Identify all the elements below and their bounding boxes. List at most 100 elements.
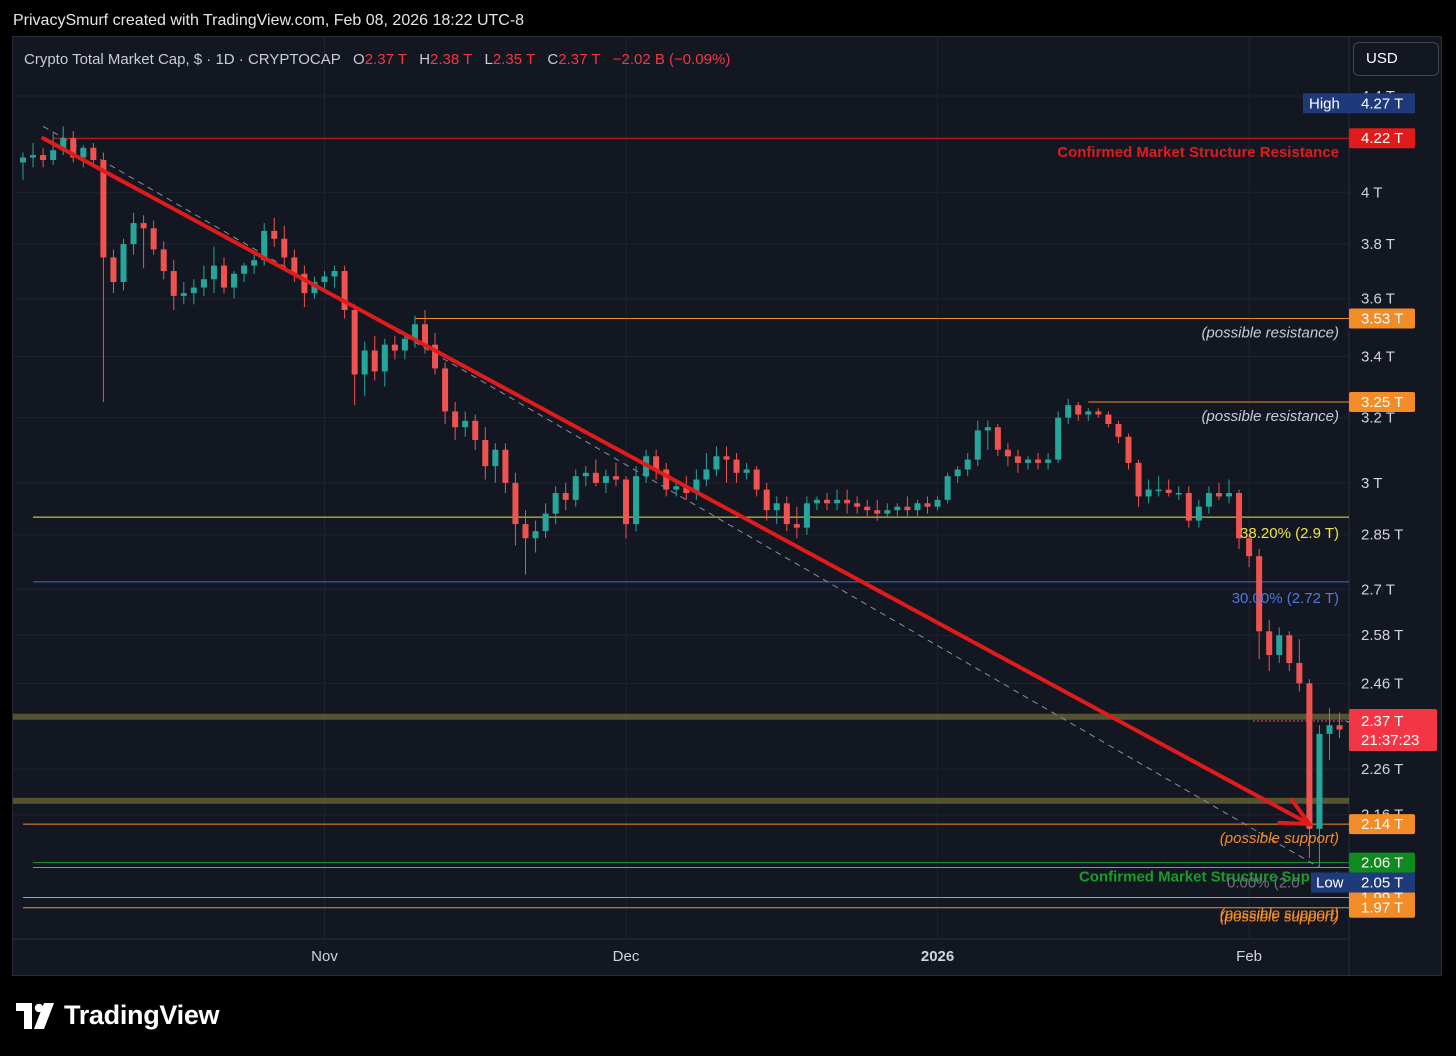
candle-body [50,150,57,160]
candle-body [874,510,881,514]
level-label-support-possible-2: (possible support) [1220,906,1339,923]
candle-body [1326,725,1333,734]
level-label-fib-38: 38.20% (2.9 T) [1240,525,1339,542]
candle-body [934,499,941,507]
chart-credit: PrivacySmurf created with TradingView.co… [13,12,525,29]
candle-body [633,476,640,525]
zone-band [13,713,1349,720]
candle-body [1105,414,1112,425]
time-tick-label: Nov [311,948,338,965]
candle-body [512,482,519,525]
candle-body [1165,489,1172,494]
candle-body [663,469,670,490]
level-label-resistance-possible-2: (possible resistance) [1201,408,1339,425]
candle-body [552,493,559,514]
trendline-arrowhead [1277,797,1314,827]
low-value: 2.05 T [1361,875,1403,892]
candle-body [542,513,549,532]
candle-body [904,506,911,511]
high-value: 2.38 T [430,51,473,68]
candle-body [170,271,177,296]
high-label-bg [1303,93,1349,114]
candle-body [452,411,459,428]
candle-body [1095,411,1102,415]
brand-name: TradingView [64,1000,220,1030]
time-tick-label: Dec [613,948,640,965]
candle-body [60,138,67,151]
price-tag-resistance-possible-1: 3.53 T [1361,311,1403,328]
level-label-support-possible-1: (possible support) [1220,830,1339,847]
candle-body [602,476,609,483]
candle-body [914,503,921,511]
price-tick-label: 3.4 T [1361,348,1395,365]
candle-body [743,469,750,473]
candle-body [231,273,238,288]
tradingview-brand[interactable]: TradingView [16,1000,220,1031]
candle-body [90,147,97,160]
candle-body [1175,493,1182,495]
candle-body [482,440,489,467]
candle-body [1135,462,1142,497]
candle-body [200,279,207,288]
high-label: H [419,51,431,68]
candle-body [1014,456,1021,463]
low-value: 2.35 T [492,51,535,68]
candle-body [623,479,629,525]
candle-body [291,257,298,274]
candle-body [1205,493,1212,507]
price-tick-label: 2.7 T [1361,581,1395,598]
candle-body [130,223,137,245]
candle-body [391,344,398,351]
level-label-support-confirmed: Confirmed Market Structure Support [1079,869,1339,886]
price-tag-support-possible-3-bg [1349,897,1415,918]
level-label-fib-30: 30.00% (2.72 T) [1232,590,1339,607]
level-label-resistance-confirmed: Confirmed Market Structure Resistance [1057,144,1339,161]
candle-body [1115,424,1122,437]
candle-body [210,265,217,280]
chart-panel[interactable]: Confirmed Market Structure Resistance (po… [12,36,1442,976]
high-label: High [1309,95,1340,112]
candle-body [653,456,660,470]
candle-body [1035,459,1042,463]
level-label-resistance-possible-1: (possible resistance) [1201,325,1339,342]
price-tag-resistance-confirmed: 4.22 T [1361,130,1403,147]
last-price-bg [1349,708,1437,751]
price-tick-label: 3 T [1361,475,1382,492]
currency-button[interactable]: USD [1353,42,1439,76]
candle-body [1045,459,1052,463]
symbol-title: Crypto Total Market Cap, $ · 1D · CRYPTO… [24,51,341,68]
candle-body [492,449,499,467]
candle-body [854,503,861,507]
candle-body [813,499,820,504]
candle-body [532,531,539,539]
zone-band [13,797,1349,804]
price-tag-support-confirmed: 2.06 T [1361,855,1403,872]
candle-body [984,427,991,431]
candle-body [401,338,408,351]
last-price-countdown: 21:37:23 [1361,732,1419,749]
candle-body [1145,489,1152,497]
candle-body [793,524,800,528]
price-tick-label: 3.8 T [1361,236,1395,253]
price-tick-label: 3.6 T [1361,291,1395,308]
candle-body [100,159,107,258]
candle-body [331,271,338,277]
candle-body [190,287,197,294]
candle-body [1215,493,1222,497]
candle-body [1125,436,1132,463]
candle-body [964,459,971,470]
price-tick-label: 4 T [1361,184,1382,201]
candlestick-chart[interactable]: Confirmed Market Structure Resistance (po… [13,37,1441,975]
candle-body [924,503,931,507]
price-tick-label: 2.85 T [1361,527,1403,544]
candle-body [1236,493,1243,539]
chart-background [13,37,1441,975]
price-tag-resistance-possible-2: 3.25 T [1361,394,1403,411]
open-value: 2.37 T [364,51,407,68]
candle-body [120,244,127,283]
candle-body [140,223,147,229]
candle-body [683,486,690,494]
candle-body [582,472,589,477]
candle-body [80,147,87,158]
candle-body [824,499,830,504]
